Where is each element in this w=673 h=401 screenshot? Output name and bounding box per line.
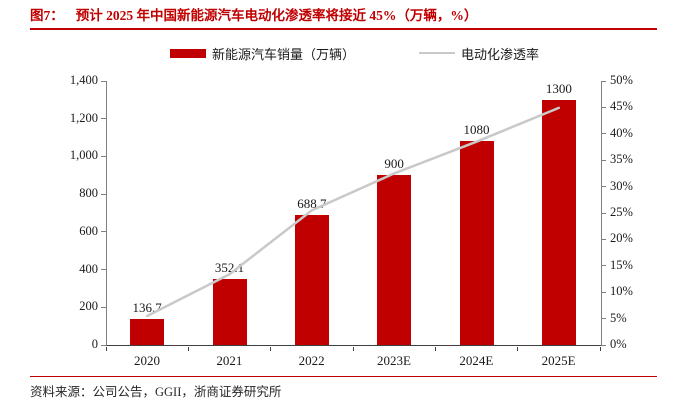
line-series-swatch-icon	[419, 51, 455, 55]
right-axis-label: 30%	[610, 178, 633, 193]
figure-title: 图7： 预计 2025 年中国新能源汽车电动化渗透率将接近 45%（万辆，%）	[30, 6, 657, 30]
legend-label-penetration: 电动化渗透率	[461, 46, 540, 62]
left-axis-label: 800	[79, 186, 98, 201]
left-axis-label: 600	[79, 223, 98, 238]
legend-item-sales: 新能源汽车销量（万辆）	[169, 44, 355, 63]
right-axis-label: 25%	[610, 205, 633, 219]
right-axis-label: 5%	[610, 310, 627, 325]
right-axis-label: 50%	[610, 73, 633, 87]
x-axis-tick	[434, 346, 436, 351]
right-axis-label: 40%	[610, 125, 633, 140]
left-axis-label: 1,000	[69, 148, 98, 163]
x-axis-label-2023E: 2023E	[377, 353, 411, 368]
left-axis-label: 1,200	[69, 110, 98, 125]
left-axis-label: 400	[79, 261, 98, 276]
plot-area	[106, 81, 602, 346]
right-axis-label: 45%	[610, 99, 633, 114]
bar-series-swatch-icon	[169, 48, 206, 58]
x-axis-label-2021: 2021	[216, 353, 243, 368]
right-axis-label: 10%	[610, 284, 633, 299]
right-axis-label: 20%	[610, 231, 633, 246]
chart-legend: 新能源汽车销量（万辆） 电动化渗透率	[0, 44, 673, 62]
x-axis-tick	[517, 346, 519, 351]
x-axis-label-2024E: 2024E	[459, 353, 494, 368]
figure-title-text: 预计 2025 年中国新能源汽车电动化渗透率将接近 45%（万辆，%）	[75, 8, 478, 23]
figure-number: 图7：	[30, 8, 64, 23]
right-axis-label: 0%	[610, 337, 627, 351]
legend-label-sales: 新能源汽车销量（万辆）	[211, 46, 355, 62]
x-axis-tick	[105, 346, 107, 351]
x-axis-tick	[599, 346, 601, 351]
x-axis-tick	[270, 346, 272, 351]
x-axis-label-2022: 2022	[298, 353, 325, 368]
x-axis-tick	[352, 346, 354, 351]
x-axis-label-2020: 2020	[134, 353, 160, 368]
left-axis-label: 0	[91, 337, 98, 351]
right-axis-label: 35%	[610, 152, 633, 167]
right-axis-label: 15%	[610, 257, 633, 272]
x-axis-tick	[187, 346, 189, 351]
legend-item-penetration: 电动化渗透率	[419, 44, 539, 63]
x-axis-label-2025E: 2025E	[541, 353, 576, 368]
left-axis-label: 1,400	[69, 73, 98, 87]
left-axis-label: 200	[79, 299, 98, 314]
source-note: 资料来源：公司公告，GGII，浙商证券研究所	[30, 376, 657, 400]
